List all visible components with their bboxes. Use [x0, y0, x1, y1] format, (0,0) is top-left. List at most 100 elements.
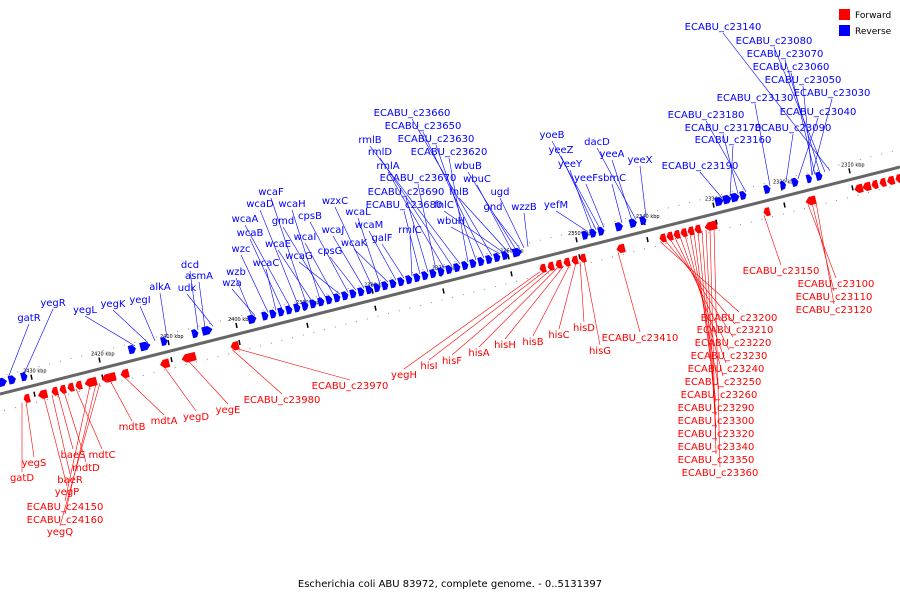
gene-label: wcaF [258, 187, 284, 198]
gene-label: wcaH [278, 199, 305, 210]
scale-tick-mark-upper [712, 202, 715, 208]
label-leader-line [802, 85, 813, 176]
reverse-gene-arrow [349, 289, 357, 299]
reverse-gene-arrow [20, 372, 28, 382]
label-leader-line [551, 140, 601, 229]
gene-label: wcaK [341, 238, 368, 249]
reverse-gene-arrow [301, 301, 309, 311]
gene-label: ECABU_c23290 [678, 403, 755, 414]
forward-gene-arrow [120, 368, 130, 379]
gene-label: ECABU_c23200 [701, 313, 778, 324]
label-leader-line [381, 243, 405, 279]
scale-tick-label: 2310 kbp [841, 162, 865, 168]
gene-label: hisH [494, 340, 516, 351]
scale-tick-mark-lower [442, 288, 445, 294]
gene-label: gmd [272, 216, 294, 227]
reverse-gene-arrow [597, 226, 605, 236]
label-leader-line [186, 293, 214, 327]
gene-label: cpsG [318, 246, 343, 257]
gene-label: ECABU_c23050 [765, 75, 842, 86]
label-leader-line [611, 159, 633, 221]
guide-dots-upper [0, 150, 896, 377]
gene-label: ECABU_c23220 [695, 338, 772, 349]
label-leader-line [112, 309, 149, 343]
guide-dots-lower [4, 184, 900, 411]
forward-gene-arrow [871, 179, 879, 190]
label-leader-line [198, 281, 206, 329]
gene-label: wzzB [511, 202, 537, 213]
gene-label: wzc [232, 244, 251, 255]
label-leader-line [773, 46, 826, 173]
label-leader-line [664, 240, 736, 325]
scale-tick-mark-lower [306, 322, 309, 328]
reverse-gene-arrow [277, 307, 285, 317]
scale-tick-label: 2350 kbp [568, 231, 592, 237]
gene-label: ECABU_c23620 [411, 147, 488, 158]
forward-gene-arrow [805, 195, 817, 206]
gene-label: yegE [216, 405, 241, 416]
forward-gene-arrow [181, 351, 197, 363]
reverse-gene-arrow [413, 273, 421, 283]
scale-tick-mark-upper [167, 339, 170, 346]
label-leader-line [478, 267, 559, 348]
gene-label: ECABU_c23090 [755, 123, 832, 134]
forward-gene-arrow [694, 224, 702, 234]
label-leader-line [249, 238, 283, 309]
gene-label: yeeX [627, 155, 652, 166]
reverse-gene-arrow [127, 344, 136, 355]
scale-tick-label: 2430 kbp [23, 369, 47, 375]
gene-label: hisG [589, 346, 611, 357]
gene-label: cpsB [298, 211, 322, 222]
label-leader-line [109, 380, 133, 422]
gene-label: mdtA [151, 416, 178, 427]
forward-gene-arrow [539, 263, 547, 273]
label-leader-line [504, 265, 565, 340]
label-leader-line [298, 261, 341, 295]
forward-gene-arrow [579, 253, 587, 263]
gene-label: rmlA [376, 161, 399, 172]
forward-gene-arrow [59, 384, 67, 394]
forward-gene-arrow [547, 261, 555, 271]
legend: Forward Reverse [839, 9, 892, 37]
label-leader-line [304, 242, 335, 296]
label-leader-line [189, 270, 199, 331]
gene-label: yegS [22, 458, 47, 469]
gene-label: wcaD [246, 199, 274, 210]
reverse-gene-arrow [461, 261, 469, 271]
gene-label: wbuC [463, 174, 491, 185]
label-leader-line [684, 235, 724, 377]
gene-label: ECABU_c23660 [374, 108, 451, 119]
scale-tick-label: 2370 kbp [432, 266, 456, 272]
gene-label: yegR [40, 298, 65, 309]
label-leader-line [785, 133, 794, 182]
gene-label: udk [178, 283, 197, 294]
gene-label: ECABU_c23230 [691, 351, 768, 362]
label-leader-line [7, 323, 30, 379]
reverse-gene-arrow [453, 263, 461, 273]
gene-label: ECABU_c23070 [747, 49, 824, 60]
scale-tick-label: 2410 kbp [160, 334, 184, 340]
forward-gene-arrow [704, 220, 718, 231]
gene-label: hisC [548, 330, 569, 341]
reverse-gene-arrow [373, 283, 381, 293]
scale-tick-label: 2340 kbp [636, 214, 660, 220]
reverse-gene-arrow [581, 230, 589, 240]
gene-label: ECABU_c23120 [796, 305, 873, 316]
gene-label: ECABU_c23650 [385, 121, 462, 132]
gene-label: ECABU_c23320 [678, 429, 755, 440]
scale-tick-mark-lower [646, 236, 649, 243]
label-leader-line [815, 202, 835, 305]
gene-label: rmlC [398, 225, 421, 236]
gene-label: ECABU_c23630 [398, 134, 475, 145]
reverse-gene-arrow [325, 295, 333, 305]
label-leader-line [458, 197, 509, 253]
reverse-gene-arrow [739, 190, 747, 201]
gene-label: yegH [391, 370, 417, 381]
label-leader-line [23, 308, 54, 375]
label-leader-line [43, 396, 68, 487]
label-leader-line [411, 118, 493, 257]
gene-label: yoeB [539, 130, 564, 141]
label-leader-line [532, 264, 571, 337]
label-leader-line [443, 210, 505, 254]
